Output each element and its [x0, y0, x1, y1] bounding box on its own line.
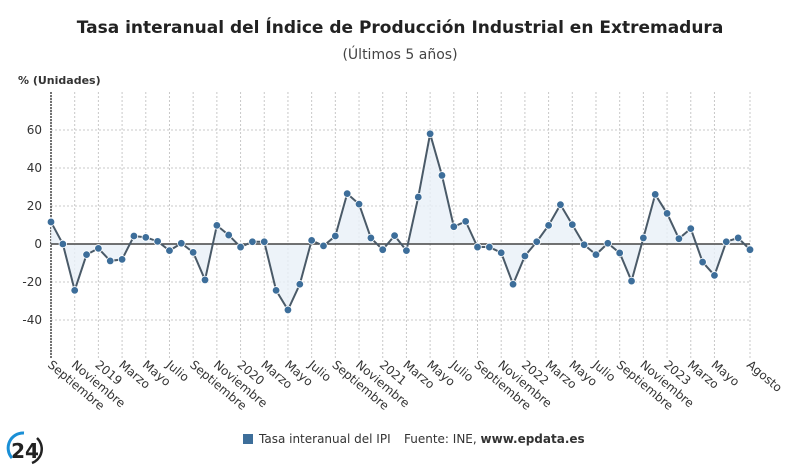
data-point	[508, 280, 518, 289]
data-point	[283, 305, 293, 315]
data-point	[141, 233, 150, 242]
y-axis-label: % (Unidades)	[18, 74, 101, 87]
y-tick-label: -40	[22, 313, 42, 327]
data-point	[354, 199, 364, 209]
data-point	[733, 233, 743, 243]
data-point	[70, 286, 79, 295]
data-point	[473, 242, 482, 252]
data-point	[568, 220, 577, 229]
chart-subtitle: (Últimos 5 años)	[342, 47, 458, 63]
y-tick-label: -20	[22, 275, 42, 289]
legend-label: Tasa interanual del IPI	[259, 432, 391, 446]
data-point	[129, 231, 139, 241]
data-point	[662, 209, 672, 218]
data-point	[271, 286, 281, 295]
data-point	[674, 234, 684, 243]
data-point	[319, 241, 328, 251]
data-point	[745, 245, 755, 254]
series-line	[50, 133, 751, 313]
data-point	[449, 222, 459, 231]
y-tick-label: 0	[34, 237, 42, 251]
data-point	[520, 251, 530, 261]
data-point	[46, 217, 56, 227]
data-point	[425, 129, 435, 138]
data-point	[58, 239, 68, 249]
data-point	[260, 237, 269, 246]
chart-title: Tasa interanual del Índice de Producción…	[76, 18, 724, 38]
data-point	[165, 246, 174, 255]
data-point	[639, 233, 648, 243]
data-point	[437, 171, 447, 180]
data-point	[698, 257, 707, 267]
data-point	[106, 256, 115, 266]
data-point	[378, 245, 387, 254]
data-point	[603, 239, 613, 248]
data-point	[200, 275, 210, 285]
legend: Tasa interanual del IPI	[243, 432, 391, 446]
data-point	[686, 224, 695, 233]
data-point	[342, 189, 352, 198]
data-point	[710, 271, 719, 280]
y-tick-label: 60	[27, 123, 42, 137]
data-point	[366, 233, 376, 243]
data-point	[117, 255, 127, 264]
legend-swatch	[243, 434, 253, 444]
data-point	[153, 237, 162, 246]
data-point	[485, 242, 494, 252]
data-point	[177, 239, 186, 248]
data-point	[532, 237, 541, 246]
y-tick-label: 20	[27, 199, 42, 213]
data-point	[651, 190, 660, 199]
data-point	[461, 217, 470, 226]
source-prefix: Fuente: INE,	[404, 432, 481, 446]
data-point	[615, 248, 624, 258]
data-point	[402, 246, 411, 255]
data-point	[236, 242, 245, 252]
data-point	[188, 248, 198, 257]
svg-text:24: 24	[11, 439, 39, 463]
data-point	[295, 280, 304, 289]
data-point	[544, 221, 553, 230]
data-point	[579, 240, 589, 249]
data-point	[94, 244, 103, 253]
x-tick-label: Agosto	[744, 358, 785, 395]
data-point	[414, 192, 423, 202]
data-point	[224, 230, 233, 240]
data-point	[591, 250, 601, 259]
data-point	[722, 237, 731, 246]
source-site: www.epdata.es	[480, 432, 585, 446]
data-point	[212, 221, 222, 230]
data-point	[82, 250, 91, 259]
data-point	[248, 237, 257, 246]
data-point	[556, 200, 565, 209]
y-tick-label: 40	[27, 161, 42, 175]
data-point	[390, 231, 399, 240]
data-point	[497, 248, 506, 257]
epdata-logo: 24	[6, 431, 43, 465]
data-point	[331, 231, 340, 241]
data-point	[627, 276, 636, 286]
area-fill	[51, 133, 750, 310]
data-point	[307, 236, 316, 245]
source-note: Fuente: INE, www.epdata.es	[404, 432, 585, 446]
